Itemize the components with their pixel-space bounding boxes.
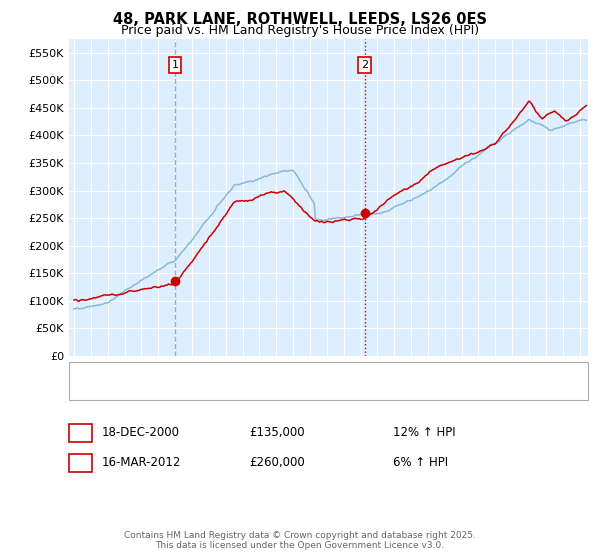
Text: £135,000: £135,000 (249, 426, 305, 440)
Text: ——: —— (75, 384, 100, 398)
Text: Price paid vs. HM Land Registry's House Price Index (HPI): Price paid vs. HM Land Registry's House … (121, 24, 479, 36)
Text: 2: 2 (77, 458, 84, 468)
Text: ——: —— (75, 366, 100, 380)
Text: Contains HM Land Registry data © Crown copyright and database right 2025.
This d: Contains HM Land Registry data © Crown c… (124, 531, 476, 550)
Text: 16-MAR-2012: 16-MAR-2012 (102, 456, 181, 469)
Text: £260,000: £260,000 (249, 456, 305, 469)
Text: 2: 2 (361, 60, 368, 70)
Text: 18-DEC-2000: 18-DEC-2000 (102, 426, 180, 440)
Text: 1: 1 (77, 428, 84, 438)
Text: 1: 1 (172, 60, 179, 70)
Text: 48, PARK LANE, ROTHWELL, LEEDS, LS26 0ES: 48, PARK LANE, ROTHWELL, LEEDS, LS26 0ES (113, 12, 487, 27)
Text: 6% ↑ HPI: 6% ↑ HPI (393, 456, 448, 469)
Text: 12% ↑ HPI: 12% ↑ HPI (393, 426, 455, 440)
Text: HPI: Average price, detached house, Leeds: HPI: Average price, detached house, Leed… (108, 386, 331, 396)
Text: 48, PARK LANE, ROTHWELL, LEEDS, LS26 0ES (detached house): 48, PARK LANE, ROTHWELL, LEEDS, LS26 0ES… (108, 368, 439, 378)
